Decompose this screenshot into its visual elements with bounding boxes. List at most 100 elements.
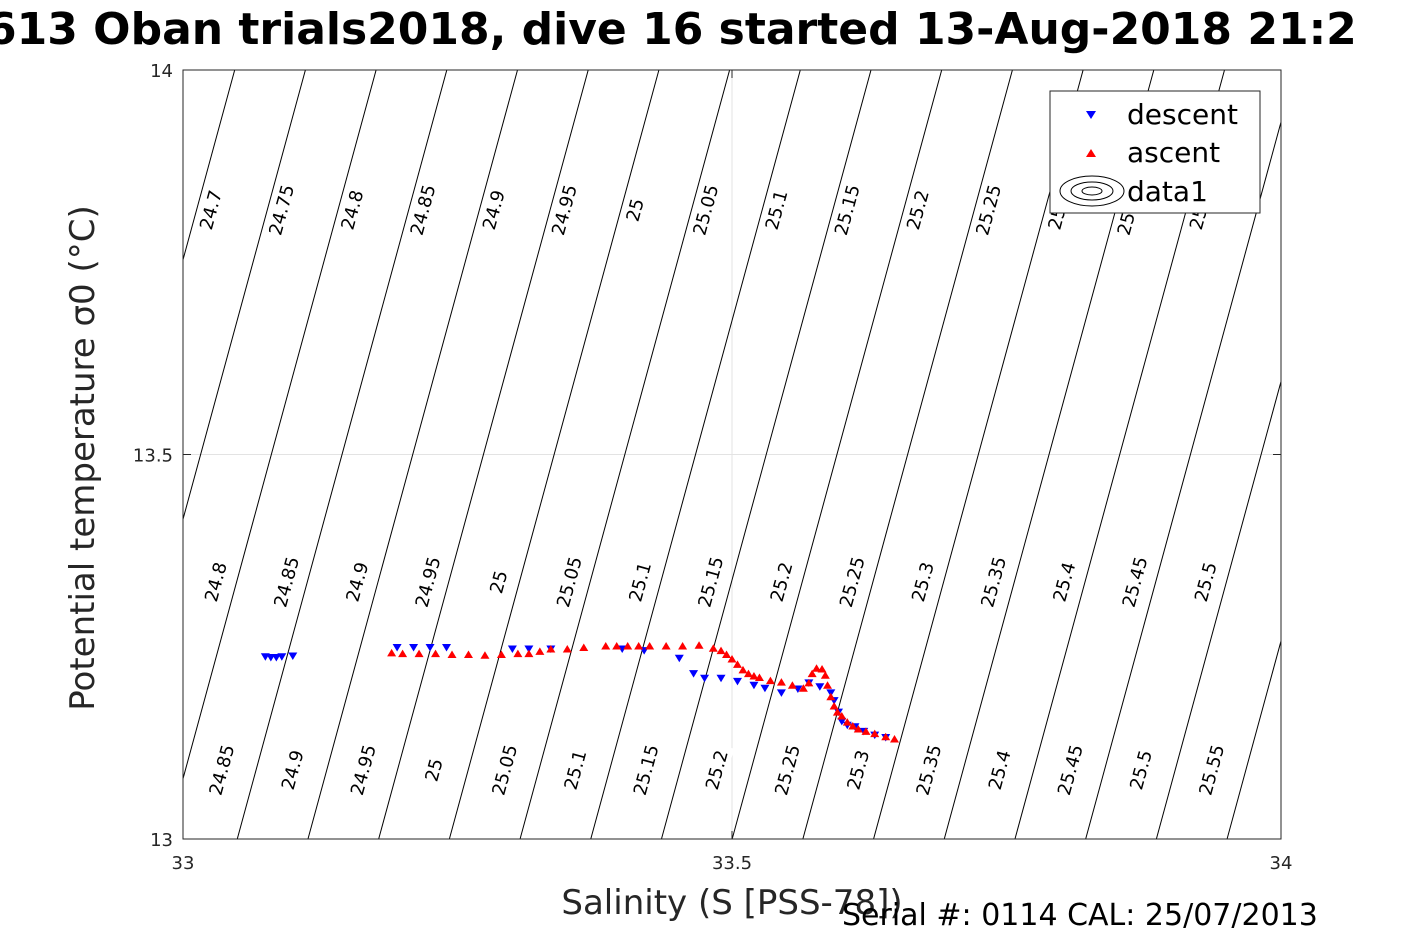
- contour-label-mid-bg-12: [1047, 554, 1082, 610]
- legend-box: [1049, 90, 1261, 214]
- ascent-point-4: [447, 650, 457, 658]
- isopycnal-line-6: [378, 70, 589, 839]
- serial-calibration-footer: Serial #: 0114 CAL: 25/07/2013: [842, 898, 1318, 933]
- descent-point-14: [674, 654, 684, 663]
- descent-point-7: [425, 644, 435, 652]
- isopycnal-line-18: [1226, 639, 1281, 839]
- isopycnal-line-4: [236, 70, 448, 839]
- ascent-point-22: [708, 644, 718, 652]
- isopycnal-line-1: [183, 70, 236, 262]
- contour-label-mid-bg-7: [692, 549, 730, 615]
- contour-label-top-bg-6: [620, 193, 650, 227]
- isopycnal-line-11: [731, 70, 943, 839]
- grid-lines: [183, 70, 1281, 839]
- contour-label-mid-bg-8: [764, 554, 799, 610]
- legend-descent-marker: [1086, 111, 1096, 119]
- ascent-point-19: [661, 641, 671, 650]
- y-tick-label-2: 14: [150, 61, 173, 82]
- ascent-point-42: [829, 701, 839, 710]
- ascent-point-11: [546, 645, 556, 653]
- x-tick-label-1: 33.5: [712, 853, 752, 874]
- descent-point-9: [507, 645, 517, 654]
- ascent-point-41: [826, 692, 836, 701]
- contour-label-bot-bg-5: [558, 742, 593, 798]
- ascent-point-40: [823, 681, 833, 689]
- ascent-point-12: [562, 645, 572, 653]
- ascent-point-34: [798, 684, 808, 692]
- contour-label-bot-bg-4: [486, 737, 524, 803]
- contour-label-mid-bg-5: [550, 549, 589, 615]
- ascent-point-47: [853, 725, 863, 733]
- ascent-point-44: [837, 711, 847, 720]
- isopycnal-line-2: [183, 70, 306, 522]
- contour-label-top-bg-7: [687, 177, 725, 243]
- ascent-point-25: [727, 655, 737, 663]
- contour-label-mid-bg-0: [198, 554, 234, 610]
- data-markers: [260, 641, 900, 743]
- ascent-point-5: [463, 650, 473, 658]
- descent-point-4: [288, 652, 298, 660]
- contour-label-mid-bg-11: [975, 549, 1013, 615]
- descent-point-20: [760, 684, 770, 693]
- ascent-point-23: [716, 646, 726, 655]
- contour-label-top-bg-8: [759, 182, 794, 238]
- contour-label-mid-bg-10: [905, 554, 941, 610]
- contour-label-top-bg-4: [476, 182, 511, 238]
- contour-label-top-bg-5: [545, 177, 584, 243]
- ascent-point-50: [881, 732, 891, 741]
- ascent-point-14: [601, 641, 611, 650]
- contour-label-top-bg-0: [193, 182, 229, 238]
- x-axis-label: Salinity (S [PSS-78]): [561, 883, 902, 923]
- ascent-point-30: [754, 673, 764, 682]
- contour-label-bot-bg-11: [982, 742, 1017, 798]
- descent-point-5: [392, 644, 402, 652]
- legend-descent-label: descent: [1127, 98, 1238, 131]
- legend-contour-icon: [1059, 175, 1125, 207]
- isopycnal-line-17: [1155, 379, 1281, 839]
- descent-point-6: [409, 644, 419, 652]
- ascent-point-29: [749, 671, 759, 680]
- legend-ascent-marker: [1086, 149, 1096, 157]
- isopycnal-line-19: [1298, 70, 1417, 839]
- isopycnal-line-9: [590, 70, 801, 839]
- contour-label-mid-bg-6: [623, 554, 658, 610]
- contour-label-top-bg-1: [263, 177, 301, 243]
- contour-label-mid-bg-9: [833, 549, 871, 615]
- ascent-point-10: [535, 647, 545, 655]
- x-tick-label-0: 33: [172, 853, 195, 874]
- contour-label-top-bg-9: [828, 177, 866, 243]
- contour-label-bot-bg-9: [841, 742, 876, 798]
- ascent-point-2: [414, 649, 424, 658]
- descent-point-16: [700, 674, 710, 683]
- descent-point-10: [524, 645, 534, 654]
- contour-label-mid-bg-4: [484, 565, 514, 599]
- y-tick-label-1: 13.5: [133, 446, 173, 467]
- ascent-point-0: [387, 648, 397, 657]
- ascent-point-3: [431, 649, 441, 658]
- ascent-point-45: [842, 718, 852, 726]
- contour-label-bot-bg-6: [627, 737, 665, 803]
- ascent-point-48: [861, 727, 871, 735]
- contour-label-top-bg-2: [335, 182, 370, 238]
- ascent-point-18: [645, 641, 655, 650]
- ascent-point-28: [743, 669, 753, 678]
- ascent-point-31: [765, 676, 775, 685]
- contour-label-bot-bg-1: [275, 742, 310, 798]
- ascent-point-38: [817, 665, 827, 673]
- ascent-point-15: [612, 641, 622, 650]
- x-tick-label-2: 34: [1270, 853, 1293, 874]
- ascent-point-13: [579, 643, 589, 652]
- contour-label-mid-4: 25: [484, 565, 514, 599]
- isopycnal-line-8: [519, 70, 731, 839]
- contour-label-bot-bg-8: [768, 737, 807, 803]
- ascent-point-32: [776, 678, 786, 686]
- ascent-point-43: [832, 708, 842, 716]
- legend-ascent-label: ascent: [1127, 136, 1220, 169]
- isopycnal-line-13: [873, 70, 1084, 839]
- descent-point-17: [716, 674, 726, 683]
- ascent-point-17: [634, 641, 644, 650]
- legend: descent ascent data1: [1049, 90, 1261, 214]
- contour-label-mid-bg-14: [1188, 554, 1223, 610]
- contour-label-bot-bg-2: [344, 737, 383, 803]
